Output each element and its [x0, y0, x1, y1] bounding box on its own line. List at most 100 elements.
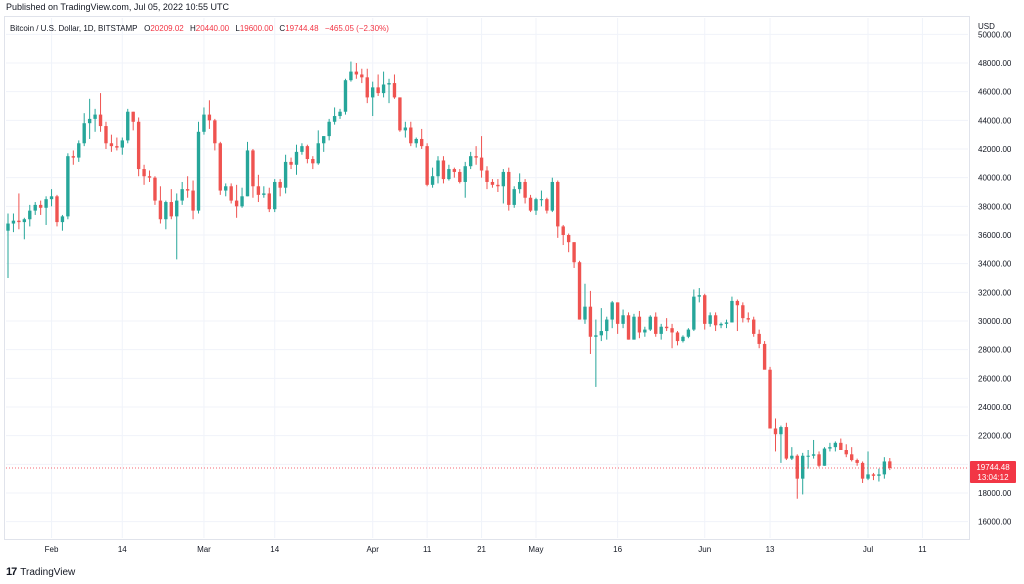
candle-body [229, 186, 233, 201]
y-tick-label: 32000.00 [978, 288, 1012, 297]
candle-body [349, 71, 353, 81]
candle [169, 189, 173, 220]
candle-body [746, 318, 750, 320]
candle [746, 312, 750, 323]
candle [752, 316, 756, 337]
candle-body [158, 200, 163, 220]
candles [6, 61, 892, 499]
candle [784, 422, 789, 461]
candle [844, 444, 848, 458]
candle [234, 184, 239, 218]
candle [142, 164, 146, 185]
time-axis: Feb 14 Mar 14 Apr 11 21 May 16 Jun 13 Jul 11 [45, 545, 928, 554]
candle [556, 180, 560, 238]
candle [474, 146, 478, 165]
last-price-badge [970, 460, 1016, 483]
candle [60, 214, 65, 231]
y-tick-label: 42000.00 [978, 145, 1012, 154]
candle-body [871, 474, 876, 476]
candle [735, 299, 740, 332]
candle [387, 78, 391, 104]
candle-body [752, 319, 756, 334]
candle [283, 154, 288, 194]
candle-body [517, 181, 522, 190]
candle [822, 447, 827, 466]
candle-body [844, 450, 848, 455]
candle-body [207, 114, 212, 121]
candle-body [784, 427, 789, 459]
candle-body [142, 169, 146, 177]
y-tick-label: 26000.00 [978, 374, 1012, 383]
legend-symbol: Bitcoin / U.S. Dollar, 1D, BITSTAMP [10, 24, 138, 33]
candle [327, 118, 331, 141]
candle-body [93, 114, 97, 119]
currency-label[interactable]: USD [978, 22, 995, 31]
candle [550, 177, 555, 213]
candle-body [294, 151, 299, 165]
candle-body [496, 184, 500, 187]
x-tick-label: 14 [270, 545, 279, 554]
candle-body [501, 171, 506, 187]
candle-body [11, 220, 16, 224]
candle-body [28, 210, 32, 220]
candle-body [300, 146, 304, 152]
candle-body [703, 295, 707, 324]
y-tick-label: 34000.00 [978, 260, 1012, 269]
candle-body [126, 111, 130, 141]
candle-body [87, 118, 92, 124]
candle-body [322, 136, 326, 144]
candle [610, 300, 614, 329]
candle [332, 107, 337, 125]
legend-open: 20209.02 [150, 24, 184, 33]
candle-body [77, 143, 81, 158]
candle-body [507, 171, 511, 205]
candle [866, 451, 870, 481]
candle [245, 141, 250, 197]
candle [850, 447, 854, 462]
candle-body [779, 427, 783, 435]
candle-body [626, 315, 631, 340]
candle [392, 74, 397, 99]
candle [806, 450, 810, 469]
candle-body [327, 121, 331, 137]
candle-body [877, 474, 881, 476]
candle-body [692, 296, 696, 330]
candle [425, 143, 429, 187]
candle [256, 174, 261, 203]
candle [398, 97, 402, 132]
candle-body [98, 114, 103, 127]
y-tick-label: 40000.00 [978, 174, 1012, 183]
candle-body [741, 305, 745, 319]
candle [485, 166, 489, 190]
candle-body [343, 80, 348, 112]
chart-frame [4, 16, 970, 540]
candle [566, 233, 571, 253]
tradingview-logo[interactable]: 17 TradingView [6, 566, 75, 578]
candle-body [822, 448, 827, 466]
candle-body [817, 454, 821, 466]
candle [93, 108, 97, 132]
candle [349, 61, 353, 82]
candle [419, 128, 424, 149]
candle [654, 312, 658, 337]
candle-body [860, 462, 865, 479]
candle [888, 458, 892, 471]
candle [496, 179, 500, 192]
candle [289, 157, 293, 170]
candle [436, 156, 440, 184]
candle-body [637, 316, 642, 333]
candle [218, 141, 222, 195]
candle-body [278, 181, 282, 188]
last-price-label: 19744.48 [976, 463, 1010, 472]
candle-body [811, 454, 816, 456]
candle [343, 78, 348, 115]
candle-body [371, 87, 375, 98]
candle [28, 204, 32, 227]
candle [675, 331, 680, 346]
candle-body [795, 455, 799, 479]
y-tick-label: 38000.00 [978, 202, 1012, 211]
candle [659, 323, 663, 340]
candle-body [256, 186, 261, 195]
candle-body [801, 455, 805, 479]
